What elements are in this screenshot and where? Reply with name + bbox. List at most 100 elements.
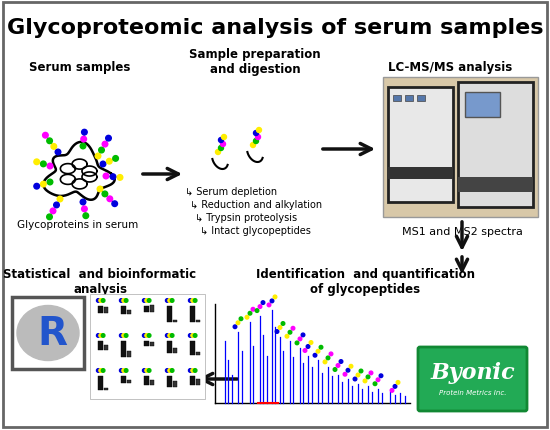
Circle shape xyxy=(236,321,240,325)
Circle shape xyxy=(166,299,169,303)
Text: Statistical  and bioinformatic
analysis: Statistical and bioinformatic analysis xyxy=(3,267,196,295)
Circle shape xyxy=(101,334,105,338)
Bar xyxy=(167,307,172,322)
Circle shape xyxy=(122,334,125,338)
Circle shape xyxy=(107,197,113,202)
Circle shape xyxy=(119,299,123,303)
Bar xyxy=(150,380,154,385)
Circle shape xyxy=(50,209,56,214)
Circle shape xyxy=(99,334,102,338)
Circle shape xyxy=(113,156,118,162)
Circle shape xyxy=(336,364,340,368)
Circle shape xyxy=(119,334,123,338)
Circle shape xyxy=(98,148,105,154)
Text: Glycoproteomic analysis of serum samples: Glycoproteomic analysis of serum samples xyxy=(7,18,543,38)
Bar xyxy=(12,297,84,369)
Bar xyxy=(196,320,200,322)
Circle shape xyxy=(369,371,373,375)
Circle shape xyxy=(393,385,397,388)
Circle shape xyxy=(189,334,192,338)
Bar xyxy=(122,307,126,315)
Bar xyxy=(98,377,103,390)
Bar xyxy=(127,381,131,383)
Circle shape xyxy=(193,299,197,303)
Text: ↳ Trypsin proteolysis: ↳ Trypsin proteolysis xyxy=(195,212,297,222)
Circle shape xyxy=(288,331,292,334)
Circle shape xyxy=(313,353,317,357)
Circle shape xyxy=(47,215,52,220)
Circle shape xyxy=(189,299,192,303)
Circle shape xyxy=(270,299,274,303)
Bar xyxy=(383,78,538,218)
Circle shape xyxy=(316,350,320,353)
Circle shape xyxy=(291,327,295,330)
Bar xyxy=(173,320,177,322)
Circle shape xyxy=(309,341,313,344)
Bar xyxy=(465,93,500,118)
Circle shape xyxy=(275,330,279,334)
Bar xyxy=(458,178,533,193)
Circle shape xyxy=(319,346,323,349)
Bar xyxy=(173,348,177,353)
Bar xyxy=(393,96,401,102)
Circle shape xyxy=(47,164,53,169)
Circle shape xyxy=(256,128,261,133)
Circle shape xyxy=(363,379,367,383)
Circle shape xyxy=(55,150,61,155)
Circle shape xyxy=(303,349,307,353)
Circle shape xyxy=(42,133,48,139)
Text: Byonic: Byonic xyxy=(430,361,515,383)
Circle shape xyxy=(57,197,63,203)
Circle shape xyxy=(306,345,310,348)
Text: Sample preparation
and digestion: Sample preparation and digestion xyxy=(189,48,321,76)
Circle shape xyxy=(34,160,40,165)
Circle shape xyxy=(107,159,112,165)
Bar xyxy=(104,307,108,313)
Circle shape xyxy=(323,360,327,364)
Circle shape xyxy=(166,369,169,372)
Circle shape xyxy=(376,378,380,382)
Circle shape xyxy=(218,138,223,143)
Circle shape xyxy=(267,304,271,307)
Text: MS1 and MS2 spectra: MS1 and MS2 spectra xyxy=(402,227,522,237)
Circle shape xyxy=(256,135,261,140)
Bar xyxy=(196,379,200,385)
Circle shape xyxy=(189,369,192,372)
Circle shape xyxy=(191,299,195,303)
Circle shape xyxy=(168,369,172,372)
Circle shape xyxy=(124,369,128,372)
Bar xyxy=(150,305,154,312)
Text: LC-MS/MS analysis: LC-MS/MS analysis xyxy=(388,61,512,74)
Circle shape xyxy=(122,369,125,372)
Circle shape xyxy=(396,381,400,384)
Circle shape xyxy=(103,174,109,179)
Circle shape xyxy=(261,301,265,305)
Bar xyxy=(127,310,131,315)
Bar xyxy=(190,341,195,355)
Circle shape xyxy=(100,162,106,167)
Circle shape xyxy=(353,377,357,381)
Circle shape xyxy=(281,322,285,326)
Circle shape xyxy=(147,334,151,338)
Circle shape xyxy=(346,369,350,372)
Text: ↳ Reduction and alkylation: ↳ Reduction and alkylation xyxy=(190,200,322,209)
Bar xyxy=(144,341,149,347)
Bar xyxy=(122,377,126,383)
Circle shape xyxy=(145,369,148,372)
Text: Glycoproteins in serum: Glycoproteins in serum xyxy=(18,219,139,230)
Bar xyxy=(196,353,200,355)
Circle shape xyxy=(366,375,370,379)
Circle shape xyxy=(80,200,86,205)
Circle shape xyxy=(255,309,259,313)
Circle shape xyxy=(124,334,128,338)
Circle shape xyxy=(168,334,172,338)
Circle shape xyxy=(248,312,252,315)
Circle shape xyxy=(216,150,221,155)
Circle shape xyxy=(170,299,174,303)
Text: Protein Metrics Inc.: Protein Metrics Inc. xyxy=(439,389,506,395)
Circle shape xyxy=(112,201,118,207)
Circle shape xyxy=(221,142,225,147)
Circle shape xyxy=(326,356,330,360)
Circle shape xyxy=(99,299,102,303)
Circle shape xyxy=(356,373,360,377)
